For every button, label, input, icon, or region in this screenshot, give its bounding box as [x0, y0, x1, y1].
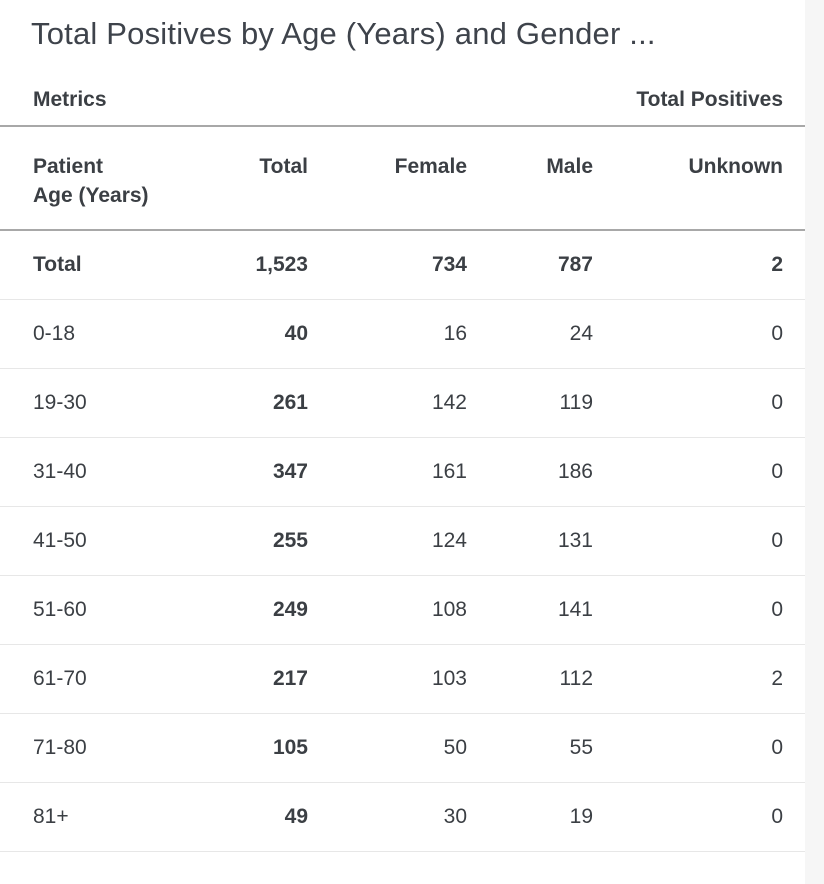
table-row-31-40: 31-40 347 161 186 0	[0, 437, 805, 507]
metrics-bar: Metrics Total Positives	[0, 54, 805, 128]
cell-female: 161	[308, 437, 467, 507]
cell-male: 112	[467, 644, 593, 714]
cell-male: 24	[467, 299, 593, 369]
cell-unknown: 0	[593, 782, 805, 852]
cell-unknown: 0	[593, 299, 805, 369]
cell-female: 108	[308, 575, 467, 645]
column-header-total: Total	[175, 127, 308, 232]
cell-unknown: 2	[593, 230, 805, 300]
cell-total: 347	[175, 437, 308, 507]
widget-title: Total Positives by Age (Years) and Gende…	[31, 16, 656, 51]
cell-unknown: 0	[593, 713, 805, 783]
table-row-61-70: 61-70 217 103 112 2	[0, 644, 805, 714]
row-label: 61-70	[0, 644, 175, 714]
cell-total: 255	[175, 506, 308, 576]
cell-total: 1,523	[175, 230, 308, 300]
cell-total: 217	[175, 644, 308, 714]
table-row-0-18: 0-18 40 16 24 0	[0, 299, 805, 369]
row-label: 19-30	[0, 368, 175, 438]
cell-unknown: 0	[593, 368, 805, 438]
column-header-unknown: Unknown	[593, 127, 805, 232]
cell-female: 142	[308, 368, 467, 438]
table-row-total: Total 1,523 734 787 2	[0, 230, 805, 300]
table-header-row: Patient Age (Years) Total Female Male Un…	[0, 127, 805, 232]
column-header-male: Male	[467, 127, 593, 232]
cell-unknown: 0	[593, 575, 805, 645]
cell-unknown: 2	[593, 644, 805, 714]
cell-female: 124	[308, 506, 467, 576]
column-header-patient-age: Patient Age (Years)	[0, 127, 175, 232]
cell-unknown: 0	[593, 506, 805, 576]
table-row-71-80: 71-80 105 50 55 0	[0, 713, 805, 783]
column-header-female: Female	[308, 127, 467, 232]
row-label: 51-60	[0, 575, 175, 645]
cell-male: 186	[467, 437, 593, 507]
cell-male: 19	[467, 782, 593, 852]
cell-male: 787	[467, 230, 593, 300]
cell-female: 103	[308, 644, 467, 714]
positives-by-age-table: Patient Age (Years) Total Female Male Un…	[0, 127, 805, 852]
cell-male: 55	[467, 713, 593, 783]
row-label: Total	[0, 230, 175, 300]
table-row-19-30: 19-30 261 142 119 0	[0, 368, 805, 438]
cell-male: 131	[467, 506, 593, 576]
table-row-81-plus: 81+ 49 30 19 0	[0, 782, 805, 852]
panel-right-gutter	[805, 0, 824, 884]
cell-total: 105	[175, 713, 308, 783]
row-label: 71-80	[0, 713, 175, 783]
cell-total: 40	[175, 299, 308, 369]
row-label: 0-18	[0, 299, 175, 369]
cell-total: 261	[175, 368, 308, 438]
cell-female: 16	[308, 299, 467, 369]
widget-content: Total Positives by Age (Years) and Gende…	[0, 16, 805, 852]
cell-total: 249	[175, 575, 308, 645]
cell-female: 30	[308, 782, 467, 852]
table-row-41-50: 41-50 255 124 131 0	[0, 506, 805, 576]
cell-male: 119	[467, 368, 593, 438]
row-label: 81+	[0, 782, 175, 852]
cell-female: 50	[308, 713, 467, 783]
metrics-value: Total Positives	[636, 88, 783, 112]
table-row-51-60: 51-60 249 108 141 0	[0, 575, 805, 645]
cell-unknown: 0	[593, 437, 805, 507]
row-label: 41-50	[0, 506, 175, 576]
metrics-label: Metrics	[33, 88, 107, 112]
cell-female: 734	[308, 230, 467, 300]
cell-total: 49	[175, 782, 308, 852]
row-label: 31-40	[0, 437, 175, 507]
cell-male: 141	[467, 575, 593, 645]
